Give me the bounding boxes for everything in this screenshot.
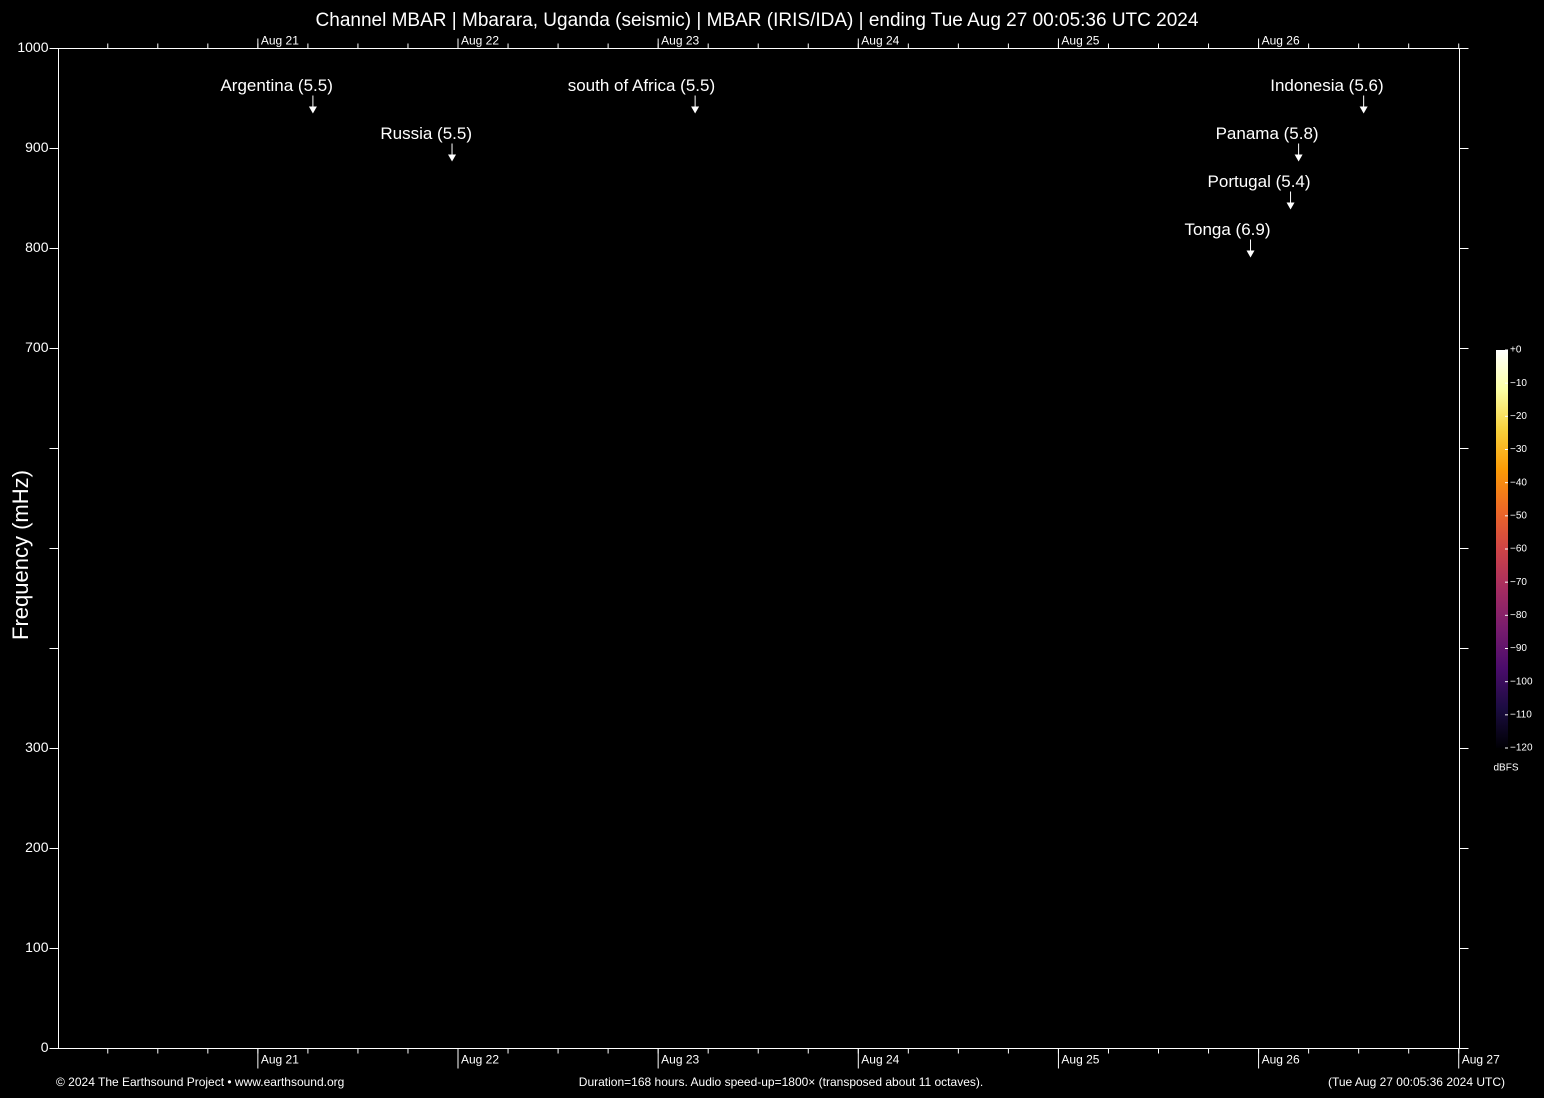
- y-tick-label: 0: [41, 1039, 49, 1055]
- colorbar-tick-label: +0: [1510, 345, 1522, 356]
- colorbar-tick-label: −20: [1510, 411, 1527, 422]
- colorbar-tick-label: −30: [1510, 444, 1527, 455]
- x-tick-label: Aug 22: [461, 1053, 499, 1067]
- event-label: Portugal (5.4): [1208, 172, 1311, 191]
- colorbar-tick-label: −10: [1510, 378, 1527, 389]
- event-arrowhead: [1359, 106, 1368, 114]
- chart-title: Channel MBAR | Mbarara, Uganda (seismic)…: [316, 10, 1199, 31]
- event-label: south of Africa (5.5): [568, 76, 715, 95]
- event-label: Russia (5.5): [380, 124, 472, 143]
- event-arrowhead: [1294, 154, 1303, 162]
- footer-left: © 2024 The Earthsound Project • www.eart…: [56, 1075, 344, 1089]
- y-tick-label: 200: [25, 839, 49, 855]
- x-tick-label-top: Aug 21: [261, 34, 299, 48]
- colorbar-label: dBFS: [1493, 763, 1518, 774]
- x-tick-label: Aug 23: [661, 1053, 699, 1067]
- x-tick-label-top: Aug 22: [461, 34, 499, 48]
- y-tick-label: 100: [25, 939, 49, 955]
- colorbar-tick-label: −40: [1510, 477, 1527, 488]
- footer-right: (Tue Aug 27 00:05:36 2024 UTC): [1328, 1075, 1505, 1089]
- event-arrowhead: [308, 106, 317, 114]
- colorbar-tick-label: −120: [1510, 743, 1533, 754]
- event-arrowhead: [1246, 250, 1255, 258]
- y-tick-label: 800: [25, 239, 49, 255]
- x-tick-label-top: Aug 26: [1262, 34, 1300, 48]
- x-tick-label-top: Aug 24: [861, 34, 899, 48]
- colorbar-tick-label: −60: [1510, 544, 1527, 555]
- event-label: Indonesia (5.6): [1270, 76, 1383, 95]
- x-tick-label: Aug 27: [1462, 1053, 1500, 1067]
- y-tick-label: 300: [25, 739, 49, 755]
- x-tick-label-top: Aug 25: [1061, 34, 1099, 48]
- colorbar-tick-label: −80: [1510, 610, 1527, 621]
- x-tick-label-top: Aug 23: [661, 34, 699, 48]
- event-label: Panama (5.8): [1216, 124, 1319, 143]
- colorbar-tick-label: −100: [1510, 676, 1533, 687]
- y-tick-label: 900: [25, 139, 49, 155]
- colorbar-tick-label: −70: [1510, 577, 1527, 588]
- colorbar-tick-label: −110: [1510, 709, 1532, 720]
- x-tick-label: Aug 26: [1262, 1053, 1300, 1067]
- x-tick-label: Aug 24: [861, 1053, 899, 1067]
- event-arrowhead: [691, 106, 700, 114]
- x-tick-label: Aug 21: [261, 1053, 299, 1067]
- event-label: Argentina (5.5): [220, 76, 332, 95]
- y-tick-label: 1000: [17, 39, 48, 55]
- colorbar-tick-label: −50: [1510, 510, 1527, 521]
- colorbar-tick-label: −90: [1510, 643, 1527, 654]
- event-arrowhead: [1286, 202, 1295, 210]
- event-arrowhead: [448, 154, 457, 162]
- x-tick-label: Aug 25: [1061, 1053, 1099, 1067]
- footer-center: Duration=168 hours. Audio speed-up=1800×…: [579, 1075, 983, 1089]
- event-label: Tonga (6.9): [1185, 220, 1271, 239]
- y-axis-label: Frequency (mHz): [8, 470, 33, 640]
- y-tick-label: 700: [25, 339, 49, 355]
